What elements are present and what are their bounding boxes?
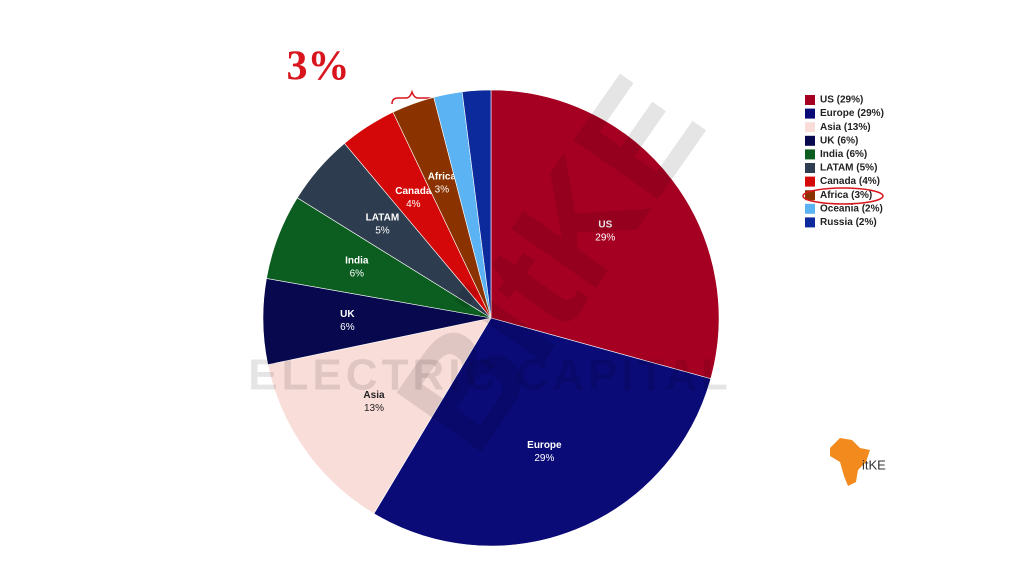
legend-swatch	[805, 163, 815, 173]
slice-value: 29%	[534, 453, 554, 464]
legend-label: Europe (29%)	[820, 108, 884, 119]
legend: US (29%) Europe (29%) Asia (13%) UK (6%) Ind…	[805, 95, 884, 228]
legend-label: Asia (13%)	[820, 122, 871, 133]
slice-label: Canada	[395, 186, 432, 197]
slice-label: Asia	[363, 390, 385, 401]
slice	[373, 317, 712, 547]
highlight-circle	[802, 187, 884, 205]
slice-value: 3%	[435, 185, 450, 196]
legend-label: UK (6%)	[820, 135, 858, 146]
slice-value: 6%	[340, 322, 355, 333]
legend-label: Oceania (2%)	[820, 203, 883, 214]
legend-swatch	[805, 149, 815, 160]
slice-label: India	[345, 255, 369, 266]
logo-icon	[830, 438, 870, 486]
legend-swatch	[805, 122, 815, 133]
slice-label: Africa	[428, 172, 457, 183]
legend-label: LATAM (5%)	[820, 163, 877, 174]
legend-swatch	[805, 135, 815, 146]
slice-value: 6%	[350, 268, 365, 279]
legend-label: Canada (4%)	[820, 176, 880, 187]
legend-swatch	[805, 108, 815, 119]
pie: US 29% Europe 29% Asia 13% UK 6% India 6% LATAM 5% C…	[262, 89, 720, 547]
logo-text: itKE	[862, 457, 886, 472]
legend-swatch	[805, 217, 815, 228]
legend-swatch	[805, 176, 815, 187]
slice	[267, 317, 492, 515]
slice	[461, 89, 492, 319]
legend-label: Africa (3%)	[820, 190, 872, 201]
legend-swatch	[805, 190, 815, 201]
slice-value: 13%	[364, 403, 384, 414]
legend-label: US (29%)	[820, 95, 863, 106]
slice-value: 5%	[375, 226, 390, 237]
slice-label: US	[598, 220, 612, 231]
legend-swatch	[805, 95, 815, 105]
legend-label: India (6%)	[820, 149, 867, 160]
slice-label: UK	[340, 309, 355, 320]
slice-label: LATAM	[366, 213, 400, 224]
slice-value: 29%	[595, 233, 615, 244]
watermark: ELECTRIC CAPITAL	[248, 351, 732, 400]
slice-value: 4%	[406, 199, 421, 210]
slice-label: Europe	[527, 440, 562, 451]
slice	[490, 89, 720, 380]
legend-swatch	[805, 203, 815, 214]
annotation: 3%	[287, 44, 350, 90]
legend-label: Russia (2%)	[820, 217, 877, 228]
